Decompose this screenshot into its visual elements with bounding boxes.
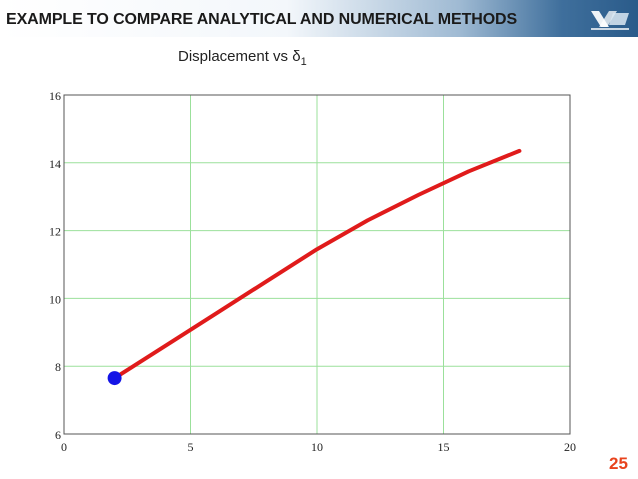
start-point-marker xyxy=(107,371,122,386)
x-tick-label: 15 xyxy=(438,440,450,454)
institution-logo xyxy=(591,11,629,30)
slide-title: EXAMPLE TO COMPARE ANALYTICAL AND NUMERI… xyxy=(6,11,518,28)
x-tick-label: 5 xyxy=(188,440,194,454)
x-tick-label: 10 xyxy=(311,440,323,454)
x-tick-label: 0 xyxy=(61,440,67,454)
y-tick-label: 10 xyxy=(49,292,61,306)
y-tick-label: 16 xyxy=(49,89,61,103)
slide-number: 25 xyxy=(609,454,628,473)
x-tick-label: 20 xyxy=(564,440,576,454)
chart-title: Displacement vs δ1 xyxy=(178,48,307,68)
y-tick-label: 6 xyxy=(55,428,61,442)
chart-title-subscript: 1 xyxy=(300,56,307,68)
y-tick-label: 8 xyxy=(55,360,61,374)
plot-frame xyxy=(63,94,571,435)
y-tick-label: 14 xyxy=(49,157,61,171)
header-background xyxy=(0,0,638,37)
y-tick-label: 12 xyxy=(49,225,61,239)
chart-title-text: Displacement vs δ xyxy=(178,48,301,65)
slide-header: EXAMPLE TO COMPARE ANALYTICAL AND NUMERI… xyxy=(0,0,638,37)
displacement-series-line xyxy=(112,148,522,381)
